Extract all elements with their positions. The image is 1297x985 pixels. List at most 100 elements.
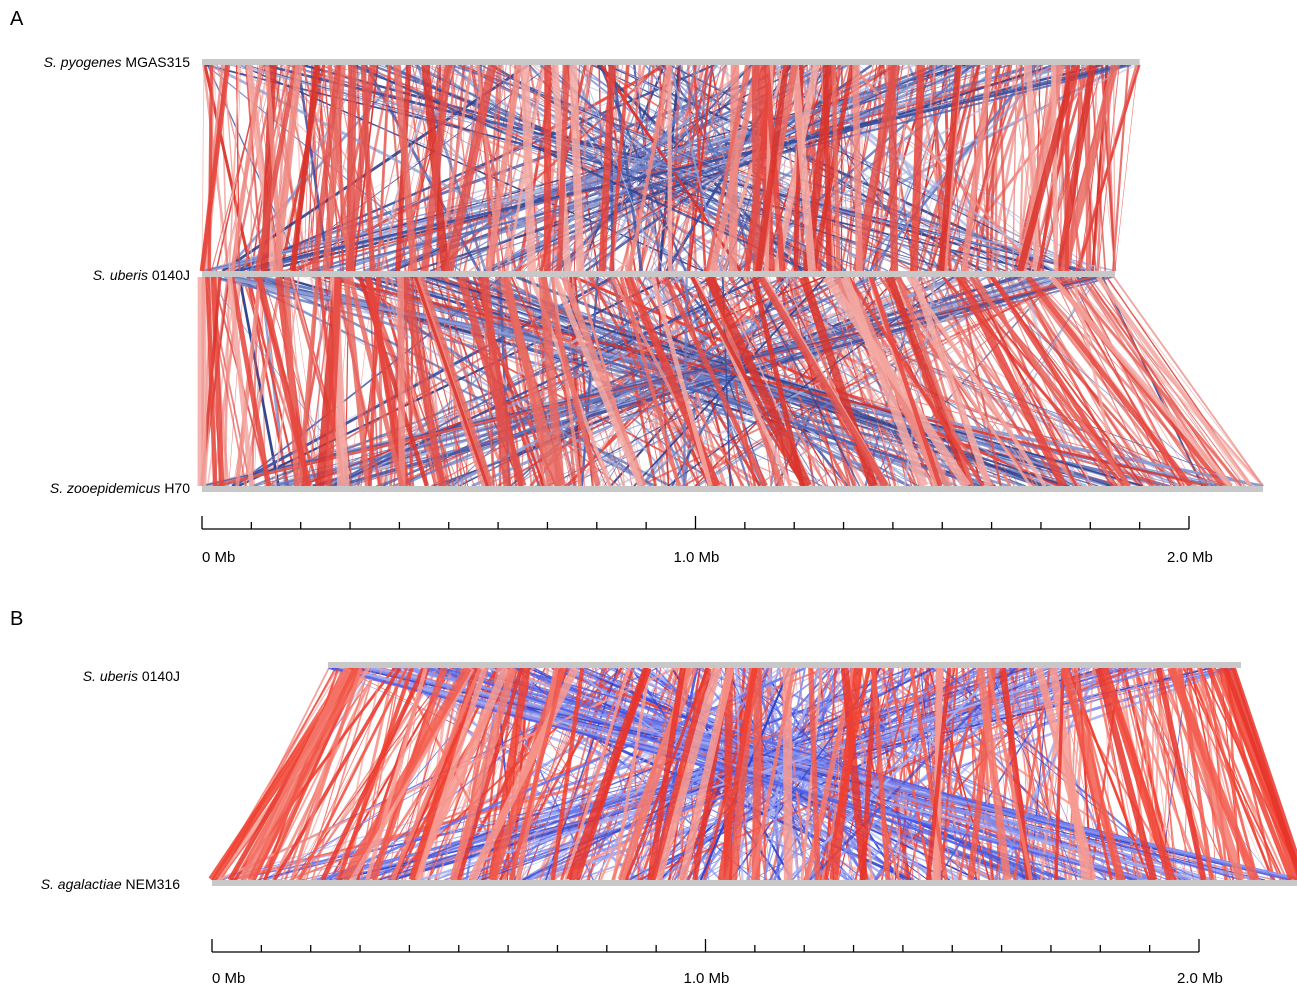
forward-match-band: [283, 276, 300, 487]
forward-match-band: [823, 667, 871, 881]
forward-match-band: [230, 64, 264, 272]
forward-match-link: [635, 64, 640, 272]
reverse-match-link: [682, 276, 688, 487]
forward-match-band: [311, 64, 342, 272]
forward-match-band: [566, 666, 652, 882]
forward-match-band: [1054, 667, 1065, 881]
reverse-match-link: [444, 667, 1162, 881]
forward-match-link: [1113, 276, 1264, 487]
reverse-match-link: [562, 64, 718, 272]
forward-match-band: [860, 667, 878, 881]
forward-match-band: [1155, 667, 1207, 881]
forward-match-band: [910, 275, 992, 488]
forward-match-band: [624, 667, 710, 881]
reverse-match-link: [700, 667, 934, 881]
forward-match-link: [720, 276, 827, 487]
forward-match-link: [1199, 667, 1259, 881]
forward-match-link: [1017, 64, 1039, 272]
forward-match-link: [298, 667, 409, 881]
forward-match-band: [348, 276, 405, 487]
forward-match-band: [550, 276, 583, 487]
forward-match-band: [619, 276, 681, 487]
forward-match-band: [773, 64, 820, 272]
forward-match-band: [1016, 64, 1079, 272]
forward-match-band: [969, 275, 1131, 488]
forward-match-band: [1050, 64, 1059, 272]
forward-match-link: [1085, 276, 1233, 487]
tick-label: 1.0 Mb: [684, 970, 730, 985]
forward-match-band: [990, 275, 1131, 488]
forward-match-band: [909, 667, 949, 881]
forward-match-band: [852, 64, 863, 272]
forward-match-link: [496, 667, 610, 881]
forward-match-link: [1091, 64, 1116, 272]
forward-match-band: [561, 275, 647, 488]
forward-match-link: [688, 64, 714, 272]
forward-match-band: [256, 276, 312, 487]
forward-match-band: [227, 276, 255, 487]
forward-match-link: [253, 276, 263, 487]
forward-match-link: [375, 276, 461, 487]
reverse-match-link: [571, 64, 834, 272]
forward-match-band: [667, 64, 673, 272]
forward-match-link: [228, 276, 245, 487]
forward-match-band: [938, 64, 962, 272]
genome-label-uberis-a: S. uberis 0140J: [93, 267, 190, 283]
forward-match-band: [480, 276, 512, 487]
forward-match-link: [344, 667, 396, 881]
forward-match-band: [229, 276, 272, 487]
reverse-match-link: [365, 667, 912, 881]
forward-match-link: [582, 276, 682, 487]
forward-match-band: [205, 276, 218, 487]
forward-match-band: [569, 64, 585, 272]
forward-match-link: [309, 64, 325, 272]
forward-match-band: [322, 64, 346, 272]
forward-match-link: [496, 64, 504, 272]
forward-match-link: [970, 276, 1078, 487]
forward-match-band: [709, 64, 762, 272]
forward-match-band: [1095, 667, 1158, 881]
forward-match-link: [293, 667, 376, 881]
forward-match-link: [1112, 64, 1116, 272]
forward-match-link: [607, 276, 644, 487]
forward-match-link: [1061, 276, 1208, 487]
forward-match-band: [757, 275, 889, 488]
panel-b-scale-axis: 0 Mb 1.0 Mb 2.0 Mb: [211, 939, 1223, 985]
species-name: S. uberis: [92, 267, 148, 283]
forward-match-band: [538, 276, 565, 487]
forward-match-band: [421, 64, 452, 272]
reverse-match-link: [580, 276, 599, 487]
forward-match-band: [508, 667, 566, 881]
forward-match-link: [957, 276, 1002, 487]
forward-match-band: [846, 275, 985, 488]
reverse-match-link: [426, 64, 745, 272]
tick-label: 0 Mb: [202, 549, 235, 566]
forward-match-band: [444, 64, 497, 272]
forward-match-link: [286, 64, 375, 272]
reverse-match-link: [749, 276, 861, 487]
forward-match-link: [1097, 64, 1120, 272]
forward-match-link: [1015, 276, 1154, 487]
forward-match-link: [663, 64, 722, 272]
forward-match-band: [247, 666, 362, 882]
forward-match-band: [1025, 64, 1040, 272]
forward-match-link: [350, 64, 393, 272]
forward-match-link: [976, 276, 1068, 487]
forward-match-band: [627, 64, 673, 272]
strain-name: NEM316: [125, 876, 180, 892]
forward-match-band: [467, 666, 579, 882]
forward-match-link: [1092, 667, 1141, 881]
forward-match-link: [669, 64, 681, 272]
forward-match-band: [324, 276, 343, 487]
reverse-match-link: [452, 276, 676, 487]
reverse-match-link: [682, 276, 869, 487]
forward-match-link: [510, 276, 612, 487]
forward-match-band: [1060, 666, 1126, 882]
forward-match-link: [1029, 276, 1219, 487]
forward-match-band: [556, 64, 570, 272]
forward-match-band: [1100, 666, 1176, 882]
forward-match-link: [989, 64, 1028, 272]
forward-match-band: [811, 64, 855, 272]
species-name: S. pyogenes: [43, 54, 122, 70]
